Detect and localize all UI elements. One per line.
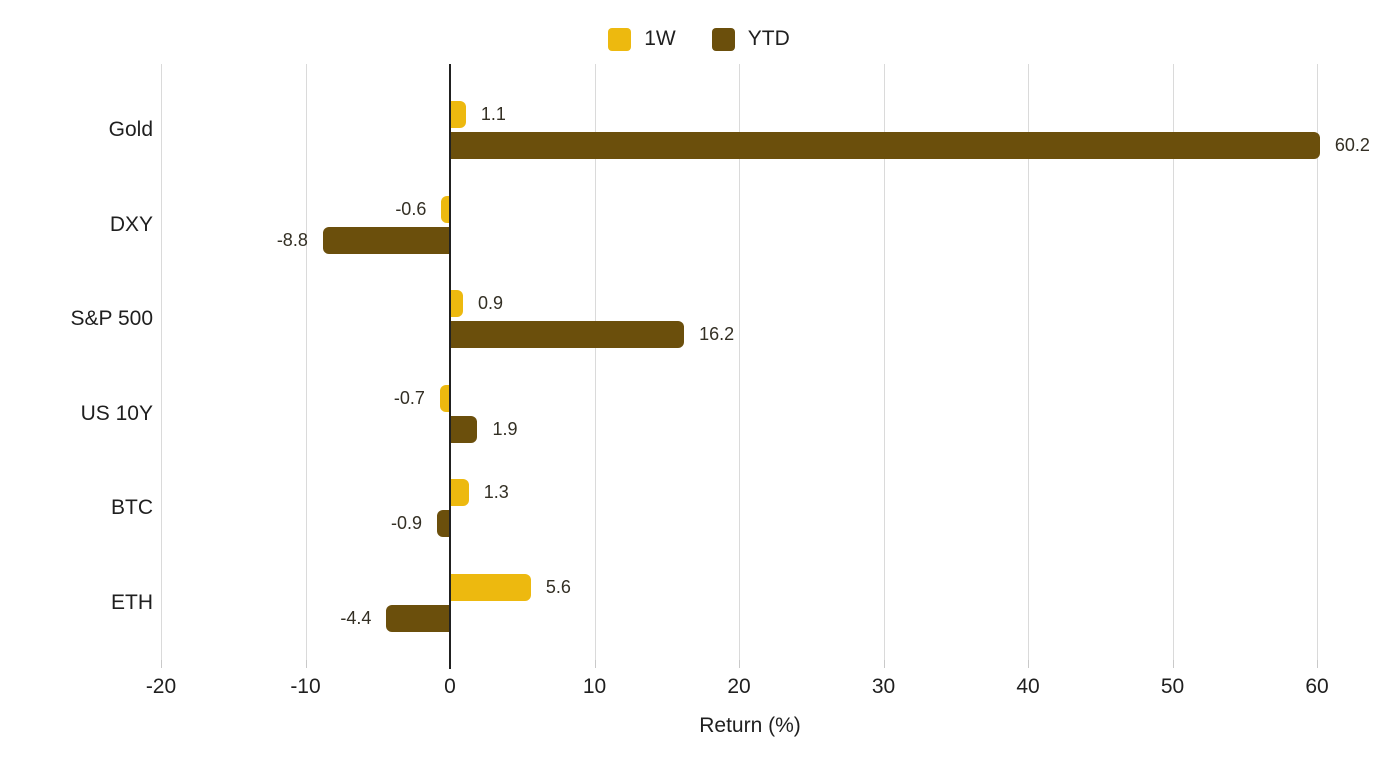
bar-ytd-btc <box>436 510 450 538</box>
x-tickmark-10 <box>305 660 307 668</box>
bar-value-label-1w-eth: 5.6 <box>545 577 571 597</box>
x-tick-label-10: -10 <box>290 675 321 698</box>
bar-ytd-eth <box>386 605 450 632</box>
category-label-gold: Gold <box>108 118 153 141</box>
x-tick-label-10: 10 <box>582 675 607 698</box>
bar-1w-us-10y <box>439 384 450 412</box>
bar-value-label-1w-gold: 1.1 <box>480 104 506 124</box>
gridline-x-10 <box>594 64 596 660</box>
x-tick-label-30: 30 <box>871 675 896 698</box>
bar-value-label-ytd-eth: -4.4 <box>340 608 372 628</box>
chart-legend: 1W YTD <box>0 27 1398 51</box>
x-axis-label: Return (%) <box>699 714 801 737</box>
gridline-x-60 <box>1317 64 1318 660</box>
category-label-s-p-500: S&P 500 <box>70 307 153 331</box>
x-tick-label-60: 60 <box>1305 675 1329 698</box>
category-label-dxy: DXY <box>109 212 153 236</box>
x-tick-label-20: -20 <box>145 675 177 698</box>
bar-value-label-ytd-us-10y: 1.9 <box>492 418 518 439</box>
legend-item-1w: 1W <box>608 27 676 51</box>
x-tickmark-30 <box>883 660 885 668</box>
x-tick-label-0: 0 <box>444 675 456 698</box>
gridline-x-30 <box>883 64 885 660</box>
bar-1w-eth <box>450 574 531 601</box>
category-label-btc: BTC <box>111 496 153 520</box>
bar-ytd-dxy <box>322 226 450 254</box>
bar-value-label-1w-s-p-500: 0.9 <box>478 293 504 314</box>
plot-area: -20 -10 0 10 20 30 40 50 60 Gold 1.1 60.2 DXY -0.6 -8.… <box>70 64 1370 698</box>
bar-value-label-1w-dxy: -0.6 <box>395 198 427 219</box>
bar-ytd-gold <box>450 132 1320 159</box>
bar-value-label-1w-us-10y: -0.7 <box>393 387 425 408</box>
x-tickmark-40 <box>1028 660 1029 668</box>
x-tickmark-60 <box>1317 660 1318 668</box>
x-tickmark-10 <box>594 660 596 668</box>
bar-ytd-us-10y <box>450 415 478 443</box>
x-tick-label-40: 40 <box>1016 675 1040 698</box>
x-tick-label-50: 50 <box>1160 675 1185 698</box>
x-tickmark-20 <box>739 660 740 668</box>
category-label-eth: ETH <box>111 591 153 614</box>
category-label-us-10y: US 10Y <box>80 401 153 425</box>
bar-value-label-ytd-btc: -0.9 <box>390 513 422 534</box>
gridline-x-20 <box>161 64 162 660</box>
legend-swatch-1w <box>608 27 632 51</box>
gridline-x-50 <box>1172 64 1174 660</box>
bar-1w-s-p-500 <box>450 290 463 318</box>
x-tick-label-20: 20 <box>727 675 751 698</box>
bar-value-label-ytd-gold: 60.2 <box>1334 135 1370 155</box>
bar-value-label-1w-btc: 1.3 <box>483 482 509 503</box>
gridline-x-40 <box>1028 64 1029 660</box>
x-tickmark-50 <box>1172 660 1174 668</box>
gridline-x-10 <box>305 64 307 660</box>
bar-1w-gold <box>450 101 466 128</box>
bar-value-label-ytd-s-p-500: 16.2 <box>699 324 735 345</box>
gridline-x-20 <box>739 64 740 660</box>
legend-swatch-ytd <box>711 27 735 51</box>
legend-item-ytd: YTD <box>711 27 790 51</box>
bar-value-label-ytd-dxy: -8.8 <box>276 229 308 250</box>
bar-1w-btc <box>450 479 469 507</box>
legend-label-ytd: YTD <box>747 27 790 50</box>
x-tickmark-20 <box>161 660 162 668</box>
bar-1w-dxy <box>441 195 450 223</box>
zero-axis-line <box>449 64 451 669</box>
bar-ytd-s-p-500 <box>450 321 685 349</box>
legend-label-1w: 1W <box>644 27 676 50</box>
